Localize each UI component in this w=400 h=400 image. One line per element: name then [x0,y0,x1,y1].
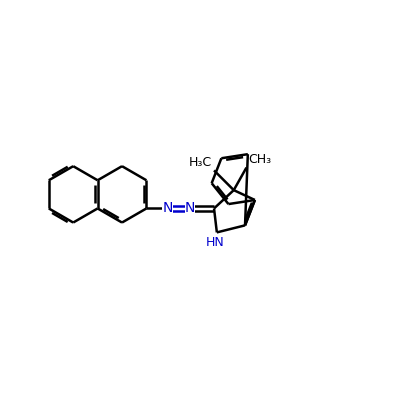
Text: HN: HN [206,236,225,249]
Text: CH₃: CH₃ [249,153,272,166]
Text: N: N [162,202,173,216]
Text: H₃C: H₃C [189,156,212,169]
Text: N: N [185,202,195,216]
